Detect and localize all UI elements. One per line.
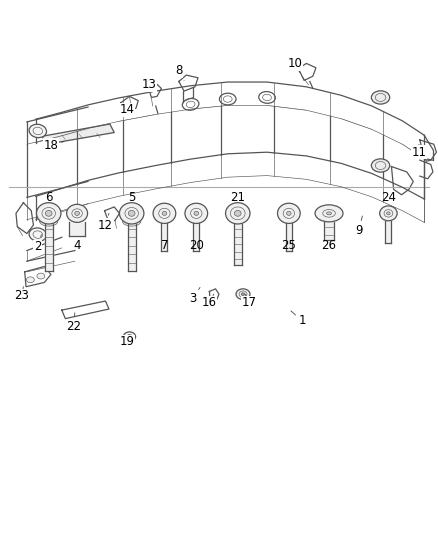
Text: 12: 12 bbox=[98, 213, 113, 231]
Ellipse shape bbox=[315, 205, 343, 222]
Text: 20: 20 bbox=[189, 239, 204, 252]
Ellipse shape bbox=[153, 203, 176, 223]
Ellipse shape bbox=[371, 91, 390, 104]
Text: 4: 4 bbox=[73, 239, 81, 252]
Text: 10: 10 bbox=[288, 57, 303, 72]
Text: 6: 6 bbox=[45, 191, 53, 204]
Ellipse shape bbox=[185, 203, 208, 223]
Ellipse shape bbox=[194, 211, 198, 215]
Ellipse shape bbox=[371, 159, 390, 172]
Text: 22: 22 bbox=[67, 313, 81, 333]
Text: 19: 19 bbox=[120, 335, 135, 349]
Ellipse shape bbox=[226, 203, 250, 224]
Text: 24: 24 bbox=[381, 191, 396, 204]
Ellipse shape bbox=[46, 211, 52, 216]
Text: 11: 11 bbox=[411, 144, 427, 159]
Text: 23: 23 bbox=[14, 287, 29, 302]
Text: 14: 14 bbox=[120, 103, 135, 116]
Text: 17: 17 bbox=[241, 294, 256, 309]
Text: 16: 16 bbox=[202, 294, 217, 309]
Text: 3: 3 bbox=[189, 287, 200, 305]
Ellipse shape bbox=[120, 203, 144, 224]
Ellipse shape bbox=[286, 211, 291, 215]
Ellipse shape bbox=[29, 124, 46, 138]
Text: 21: 21 bbox=[230, 191, 245, 204]
Text: 8: 8 bbox=[175, 64, 184, 80]
Ellipse shape bbox=[67, 204, 88, 222]
Ellipse shape bbox=[162, 211, 167, 215]
Ellipse shape bbox=[387, 212, 390, 215]
Ellipse shape bbox=[29, 228, 46, 241]
Ellipse shape bbox=[26, 277, 34, 282]
Text: 13: 13 bbox=[142, 78, 156, 92]
Text: 25: 25 bbox=[282, 239, 296, 252]
Text: 18: 18 bbox=[43, 139, 64, 152]
Text: 7: 7 bbox=[161, 239, 168, 252]
Ellipse shape bbox=[36, 203, 61, 224]
Ellipse shape bbox=[327, 212, 332, 215]
Ellipse shape bbox=[75, 211, 79, 215]
Ellipse shape bbox=[128, 211, 135, 216]
Ellipse shape bbox=[234, 211, 241, 216]
Text: 9: 9 bbox=[355, 216, 363, 237]
Ellipse shape bbox=[39, 216, 58, 226]
Ellipse shape bbox=[37, 273, 45, 279]
Ellipse shape bbox=[236, 289, 250, 300]
Ellipse shape bbox=[241, 293, 245, 295]
Ellipse shape bbox=[124, 332, 136, 342]
Text: 1: 1 bbox=[291, 311, 306, 327]
Polygon shape bbox=[42, 124, 114, 144]
Ellipse shape bbox=[278, 203, 300, 223]
Text: 5: 5 bbox=[128, 191, 135, 204]
Text: 2: 2 bbox=[34, 235, 42, 253]
Text: 26: 26 bbox=[321, 239, 336, 252]
Ellipse shape bbox=[123, 216, 141, 226]
Ellipse shape bbox=[380, 206, 397, 221]
